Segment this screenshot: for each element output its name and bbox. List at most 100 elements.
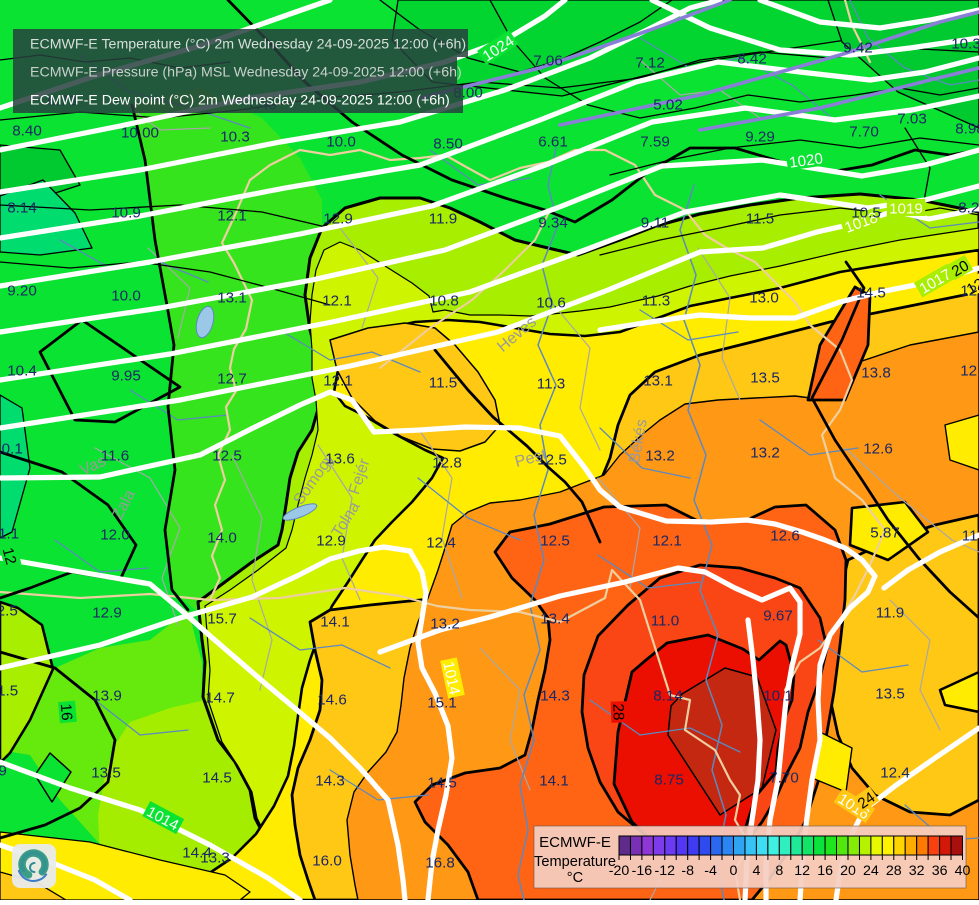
svg-text:12.9: 12.9 xyxy=(316,533,346,550)
svg-text:13.0: 13.0 xyxy=(749,290,779,307)
svg-text:14.0: 14.0 xyxy=(207,530,237,547)
svg-text:11.9: 11.9 xyxy=(876,605,904,622)
svg-text:8.75: 8.75 xyxy=(654,772,684,789)
svg-text:13.2: 13.2 xyxy=(430,616,460,633)
svg-text:12.5: 12.5 xyxy=(0,603,18,620)
svg-text:13.2: 13.2 xyxy=(645,448,675,465)
svg-text:Temperature: Temperature xyxy=(534,854,616,870)
svg-text:7.70: 7.70 xyxy=(849,124,879,141)
svg-text:7.70: 7.70 xyxy=(769,770,799,787)
svg-text:-16: -16 xyxy=(632,863,653,879)
svg-text:13.6: 13.6 xyxy=(325,451,355,468)
svg-text:15.1: 15.1 xyxy=(427,695,457,712)
svg-text:13.1: 13.1 xyxy=(643,373,673,390)
svg-text:11.3: 11.3 xyxy=(642,293,670,310)
svg-text:20: 20 xyxy=(840,863,856,879)
svg-text:9.29: 9.29 xyxy=(745,129,775,146)
svg-text:12.7: 12.7 xyxy=(217,371,247,388)
svg-text:13.9: 13.9 xyxy=(92,688,122,705)
svg-text:0: 0 xyxy=(730,863,738,879)
svg-text:8.14: 8.14 xyxy=(7,200,37,217)
svg-text:8.42: 8.42 xyxy=(737,51,767,68)
svg-text:13.5: 13.5 xyxy=(91,765,121,782)
svg-text:10.9: 10.9 xyxy=(111,205,141,222)
svg-text:9.34: 9.34 xyxy=(538,215,568,232)
svg-text:9.20: 9.20 xyxy=(7,283,37,300)
svg-text:11.1: 11.1 xyxy=(0,526,19,543)
svg-text:14.4: 14.4 xyxy=(182,845,212,862)
svg-text:12.1: 12.1 xyxy=(323,373,353,390)
svg-text:10.3: 10.3 xyxy=(951,36,979,53)
svg-text:28: 28 xyxy=(609,703,627,720)
svg-text:12.6: 12.6 xyxy=(960,363,979,380)
svg-text:7.59: 7.59 xyxy=(640,134,670,151)
svg-text:14.6: 14.6 xyxy=(317,692,347,709)
svg-text:13.8: 13.8 xyxy=(861,365,891,382)
svg-text:12.1: 12.1 xyxy=(322,293,352,310)
svg-text:5.02: 5.02 xyxy=(653,97,683,114)
svg-text:11.6: 11.6 xyxy=(101,448,129,465)
svg-text:12.5: 12.5 xyxy=(540,533,570,550)
svg-text:11.5: 11.5 xyxy=(429,375,457,392)
svg-text:5.87: 5.87 xyxy=(870,525,900,542)
svg-text:-8: -8 xyxy=(681,863,694,879)
svg-text:15.7: 15.7 xyxy=(207,611,237,628)
svg-text:8.98: 8.98 xyxy=(955,121,979,138)
svg-text:12.8: 12.8 xyxy=(432,455,462,472)
svg-text:10.0: 10.0 xyxy=(326,134,356,151)
svg-text:10.6: 10.6 xyxy=(536,295,566,312)
svg-text:10.0: 10.0 xyxy=(111,288,141,305)
svg-text:8.50: 8.50 xyxy=(433,136,463,153)
svg-text:12.0: 12.0 xyxy=(100,527,130,544)
svg-text:13.3: 13.3 xyxy=(200,850,230,867)
svg-text:°C: °C xyxy=(567,870,583,886)
svg-text:11.9: 11.9 xyxy=(429,211,457,228)
svg-text:8.14: 8.14 xyxy=(653,688,683,705)
svg-text:12.9: 12.9 xyxy=(0,763,7,780)
svg-text:12.6: 12.6 xyxy=(770,528,800,545)
svg-text:24: 24 xyxy=(863,863,879,879)
svg-text:13.5: 13.5 xyxy=(750,370,780,387)
svg-text:1020: 1020 xyxy=(788,150,824,172)
svg-text:7.03: 7.03 xyxy=(897,111,927,128)
svg-text:-12: -12 xyxy=(655,863,676,879)
svg-text:14.3: 14.3 xyxy=(540,688,570,705)
svg-text:14.7: 14.7 xyxy=(205,690,235,707)
svg-text:10.00: 10.00 xyxy=(121,125,159,142)
svg-text:12: 12 xyxy=(0,546,19,567)
svg-text:14.5: 14.5 xyxy=(856,285,886,302)
svg-text:12.4: 12.4 xyxy=(880,765,910,782)
svg-text:9.11: 9.11 xyxy=(641,215,669,232)
svg-text:10.3: 10.3 xyxy=(220,129,250,146)
svg-text:11.5: 11.5 xyxy=(0,683,18,700)
svg-text:1014: 1014 xyxy=(439,660,463,697)
svg-text:8.40: 8.40 xyxy=(12,123,42,140)
svg-text:10.1: 10.1 xyxy=(0,441,23,458)
svg-text:12.4: 12.4 xyxy=(426,535,456,552)
svg-text:12: 12 xyxy=(794,863,810,879)
svg-text:11.9: 11.9 xyxy=(962,528,979,545)
svg-text:32: 32 xyxy=(909,863,925,879)
svg-text:14.3: 14.3 xyxy=(315,773,345,790)
svg-text:13.4: 13.4 xyxy=(540,611,570,628)
svg-text:10.8: 10.8 xyxy=(429,293,459,310)
svg-text:13.1: 13.1 xyxy=(217,290,247,307)
svg-text:11.5: 11.5 xyxy=(746,211,774,228)
svg-text:20: 20 xyxy=(949,257,972,280)
svg-text:8.23: 8.23 xyxy=(958,200,979,217)
svg-text:10.5: 10.5 xyxy=(851,205,881,222)
svg-text:24: 24 xyxy=(855,789,879,813)
svg-text:7.06: 7.06 xyxy=(533,53,563,70)
svg-text:12.1: 12.1 xyxy=(217,208,247,225)
svg-text:16: 16 xyxy=(817,863,833,879)
svg-text:14.5: 14.5 xyxy=(202,770,232,787)
svg-text:12.1: 12.1 xyxy=(652,533,682,550)
svg-text:12.9: 12.9 xyxy=(323,211,353,228)
svg-text:12.4: 12.4 xyxy=(960,283,979,300)
svg-text:40: 40 xyxy=(955,863,971,879)
svg-text:11.0: 11.0 xyxy=(651,613,679,630)
svg-text:8: 8 xyxy=(775,863,783,879)
svg-text:13.2: 13.2 xyxy=(750,445,780,462)
svg-text:ECMWF-E: ECMWF-E xyxy=(539,834,611,851)
svg-text:-4: -4 xyxy=(704,863,717,879)
